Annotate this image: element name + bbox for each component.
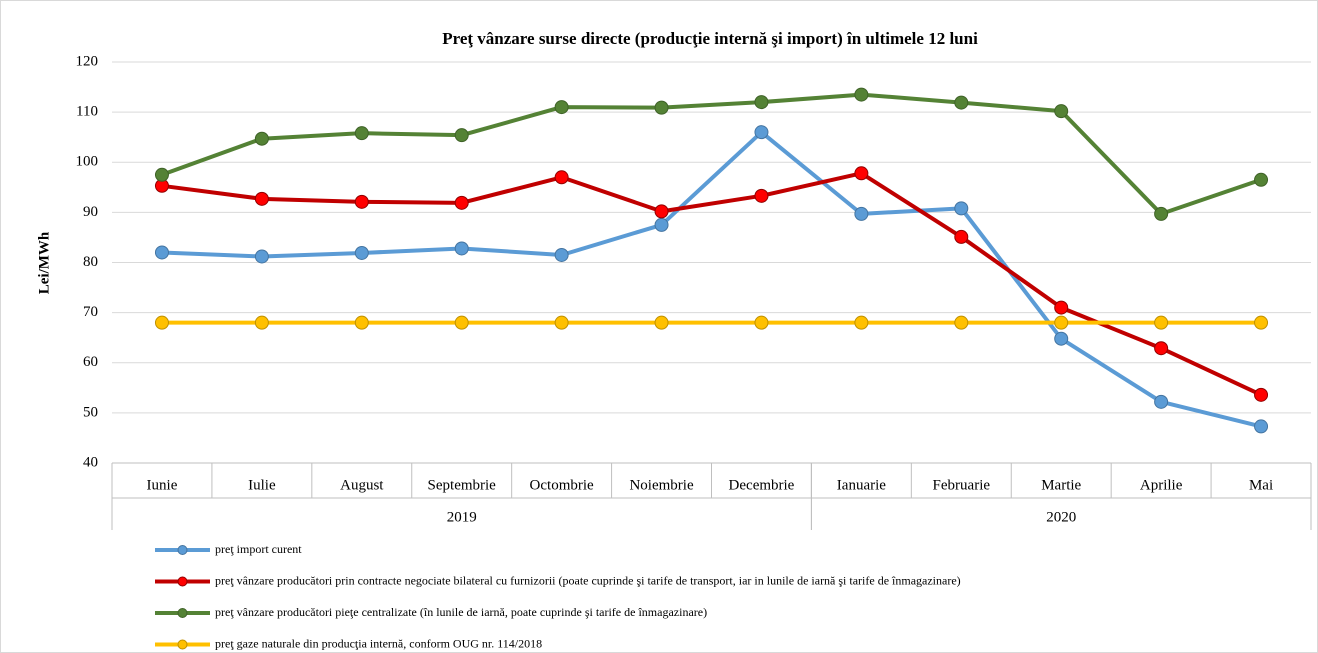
data-point (254, 131, 269, 146)
x-tick-label: Iulie (248, 477, 276, 493)
group-label: 2019 (447, 509, 477, 525)
data-point (1154, 394, 1169, 409)
data-point (554, 170, 569, 185)
data-point (1154, 315, 1169, 330)
data-point (854, 166, 869, 181)
data-point (1054, 331, 1069, 346)
y-tick-label: 60 (83, 354, 98, 370)
x-tick-label: Aprilie (1140, 477, 1183, 493)
data-point (654, 100, 669, 115)
data-point (254, 191, 269, 206)
data-point (354, 245, 369, 260)
data-point (154, 315, 169, 330)
data-point (354, 315, 369, 330)
data-point (154, 245, 169, 260)
y-tick-label: 40 (83, 454, 98, 470)
data-point (1054, 104, 1069, 119)
data-point (254, 315, 269, 330)
data-point (954, 95, 969, 110)
data-point (954, 315, 969, 330)
data-point (454, 315, 469, 330)
legend-marker (177, 608, 188, 618)
group-label: 2020 (1046, 509, 1076, 525)
data-point (1254, 315, 1269, 330)
y-tick-label: 70 (83, 304, 98, 320)
x-tick-label: Septembrie (428, 477, 497, 493)
data-point (654, 315, 669, 330)
data-point (1254, 387, 1269, 402)
data-point (854, 87, 869, 102)
data-point (954, 229, 969, 244)
data-point (554, 315, 569, 330)
data-point (254, 249, 269, 264)
data-point (854, 206, 869, 221)
x-tick-label: Iunie (147, 477, 178, 493)
x-tick-label: Mai (1249, 477, 1273, 493)
data-point (1154, 206, 1169, 221)
data-point (754, 125, 769, 140)
series-line (161, 171, 1262, 397)
data-point (654, 204, 669, 219)
data-point (554, 247, 569, 262)
data-point (354, 126, 369, 141)
y-tick-label: 120 (76, 53, 99, 69)
series-line (161, 92, 1262, 216)
data-point (454, 195, 469, 210)
y-tick-label: 90 (83, 204, 98, 220)
y-tick-label: 110 (76, 104, 98, 120)
x-tick-label: August (340, 477, 384, 493)
data-point (1254, 419, 1269, 434)
x-tick-label: Noiembrie (629, 477, 693, 493)
data-point (1054, 315, 1069, 330)
data-point (854, 315, 869, 330)
legend-label: preţ vânzare producători prin contracte … (215, 573, 961, 587)
data-point (954, 201, 969, 216)
y-tick-label: 100 (76, 154, 99, 170)
data-point (554, 100, 569, 115)
legend-label: preţ gaze naturale din producţia internă… (215, 636, 542, 650)
legend-label: preţ import curent (215, 542, 302, 556)
data-point (154, 167, 169, 182)
y-axis-label: Lei/MWh (36, 231, 52, 294)
data-point (754, 188, 769, 203)
y-tick-label: 80 (83, 254, 98, 270)
legend-marker (177, 545, 188, 555)
data-point (1054, 300, 1069, 315)
legend-label: preţ vânzare producători pieţe centraliz… (215, 605, 707, 619)
data-point (454, 241, 469, 256)
data-point (1254, 172, 1269, 187)
x-tick-label: Ianuarie (837, 477, 886, 493)
x-tick-label: Februarie (933, 477, 991, 493)
data-point (754, 315, 769, 330)
x-tick-label: Decembrie (729, 477, 795, 493)
x-tick-label: Martie (1041, 477, 1081, 493)
legend-marker (177, 639, 188, 650)
x-tick-label: Octombrie (530, 477, 594, 493)
series-line (161, 130, 1262, 429)
y-tick-label: 50 (83, 404, 98, 420)
data-point (354, 194, 369, 209)
data-point (754, 95, 769, 110)
data-point (454, 128, 469, 143)
data-point (1154, 341, 1169, 356)
data-point (654, 217, 669, 232)
legend-marker (177, 576, 188, 587)
chart-title: Preţ vânzare surse directe (producţie in… (442, 29, 978, 48)
